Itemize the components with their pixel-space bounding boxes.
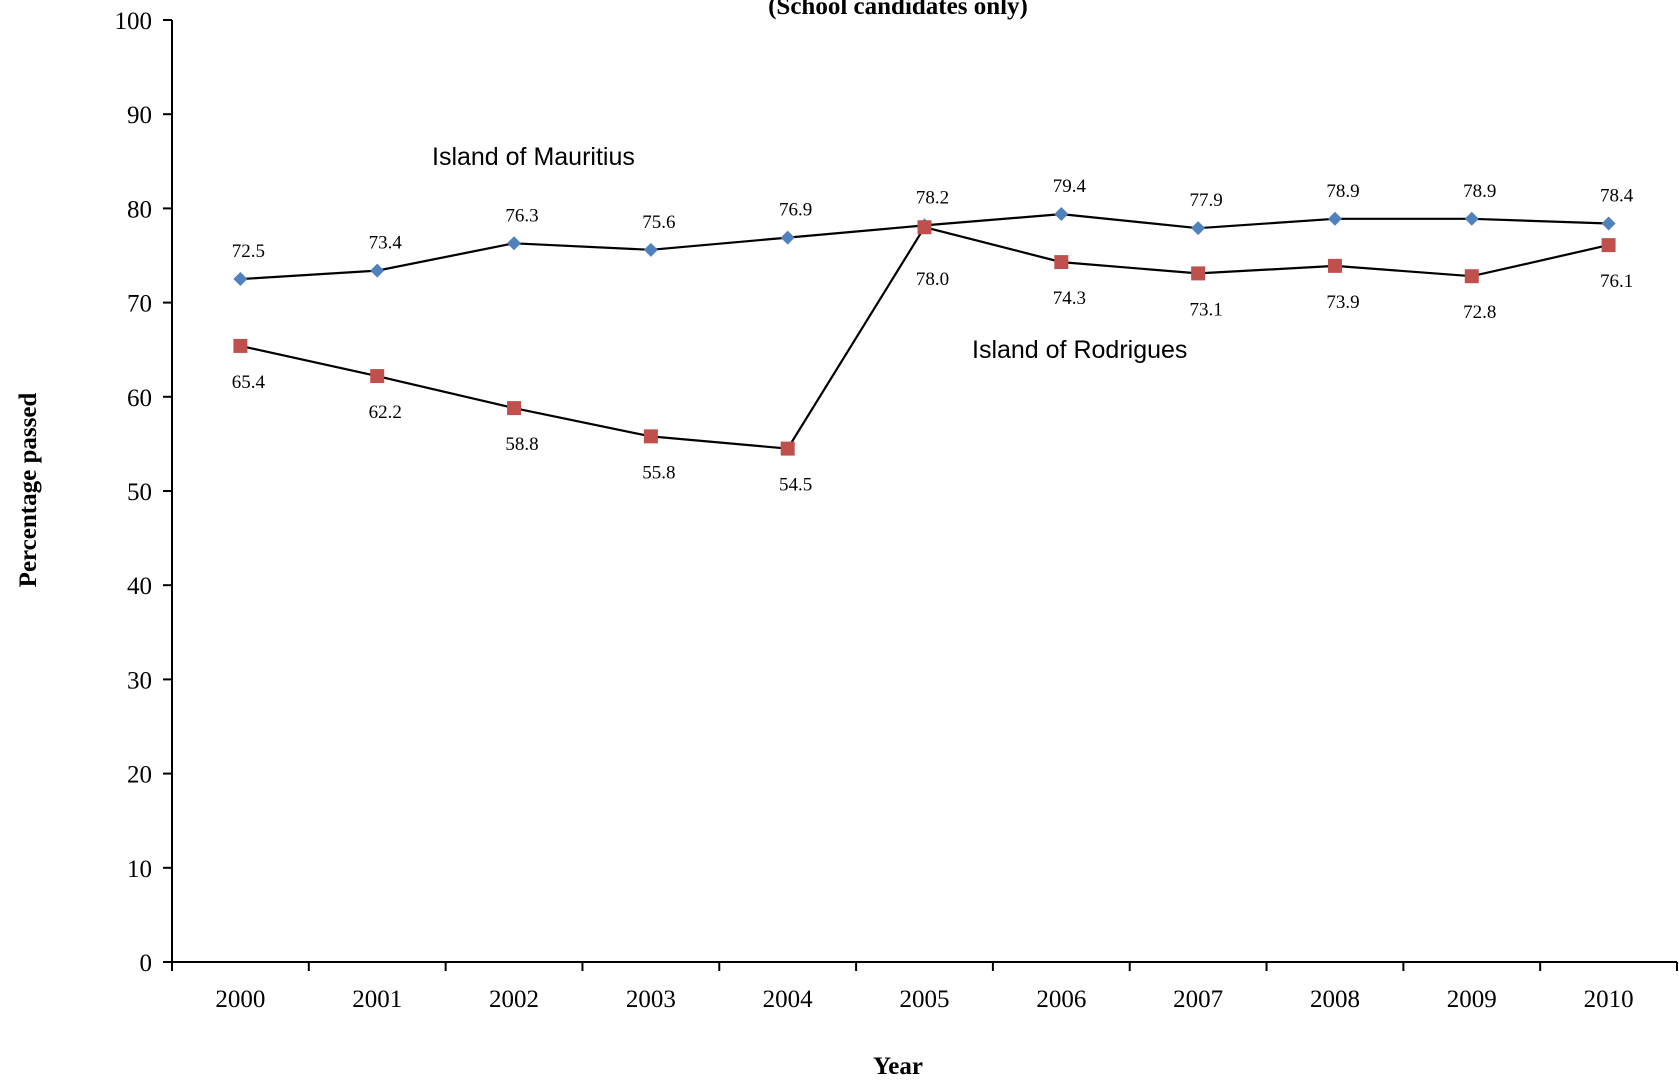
data-point-diamond [370,263,385,278]
data-point-square [780,441,795,456]
data-label: 54.5 [779,475,812,496]
data-label: 76.1 [1600,271,1633,292]
data-point-diamond [1054,207,1069,222]
data-label: 74.3 [1053,288,1086,309]
x-axis-title: Year [873,1053,923,1080]
data-point-diamond [780,230,795,245]
series-name-mauritius: Island of Mauritius [432,143,635,171]
data-point-square [1054,255,1069,270]
data-label: 72.8 [1463,302,1496,323]
data-point-diamond [233,272,248,287]
data-point-square [917,220,932,235]
chart-title: (School candidates only) [768,0,1028,20]
x-tick-label: 2006 [1036,986,1086,1013]
y-tick-label: 10 [127,856,152,883]
data-point-square [507,401,522,416]
series-markers [233,207,1616,456]
data-label: 73.9 [1326,292,1359,313]
data-label: 72.5 [232,241,265,262]
data-label: 62.2 [369,402,402,423]
y-tick-label: 20 [127,762,152,789]
y-tick-label: 60 [127,385,152,412]
y-tick-label: 100 [115,8,153,35]
y-axis-title: Percentage passed [15,393,42,588]
y-tick-label: 80 [127,196,152,223]
data-point-square [643,429,658,444]
x-tick-label: 2003 [626,986,676,1013]
x-tick-label: 2008 [1310,986,1360,1013]
data-label: 77.9 [1190,190,1223,211]
data-point-square [1327,258,1342,273]
data-label: 78.4 [1600,185,1634,206]
series-line-rodrigues [240,225,1609,450]
x-tick-label: 2010 [1584,986,1634,1013]
data-label: 78.9 [1463,181,1496,202]
data-label: 78.0 [916,269,949,290]
data-label: 78.2 [916,187,949,208]
x-tick-label: 2005 [900,986,950,1013]
data-label: 75.6 [642,212,675,233]
data-point-square [370,369,385,384]
data-label: 55.8 [642,462,675,483]
data-point-diamond [1464,211,1479,226]
data-point-diamond [1601,216,1616,231]
x-tick-label: 2001 [352,986,402,1013]
axis-ticks: 0 10 20 30 40 50 60 70 80 90 100 2000 2001 2002 2003 20… [115,8,1678,1013]
y-tick-label: 40 [127,573,152,600]
y-tick-label: 50 [127,479,152,506]
series-lines [240,212,1609,450]
x-tick-label: 2000 [215,986,265,1013]
data-label: 76.3 [505,205,538,226]
y-tick-label: 90 [127,102,152,129]
data-label: 58.8 [505,434,538,455]
x-tick-label: 2004 [763,986,814,1013]
data-point-diamond [507,236,522,251]
x-tick-label: 2009 [1447,986,1497,1013]
data-label: 73.4 [369,233,403,254]
data-label: 78.9 [1326,181,1359,202]
y-tick-label: 30 [127,667,152,694]
data-label: 76.9 [779,200,812,221]
x-tick-label: 2007 [1173,986,1223,1013]
data-label: 73.1 [1190,299,1223,320]
data-point-diamond [1327,211,1342,226]
data-label: 65.4 [232,372,266,393]
series-name-rodrigues: Island of Rodrigues [972,336,1187,364]
axes [171,20,1677,963]
data-point-diamond [643,242,658,257]
data-label: 79.4 [1053,176,1087,197]
data-point-diamond [1191,221,1206,236]
x-tick-label: 2002 [489,986,539,1013]
data-point-square [1191,266,1206,281]
y-tick-label: 70 [127,291,152,318]
data-point-square [233,338,248,353]
data-labels: 72.5 73.4 76.3 75.6 76.9 78.2 79.4 77.9 78.9 78.9… [232,176,1634,496]
y-tick-label: 0 [140,950,153,977]
data-point-square [1464,269,1479,284]
data-point-square [1601,238,1616,253]
